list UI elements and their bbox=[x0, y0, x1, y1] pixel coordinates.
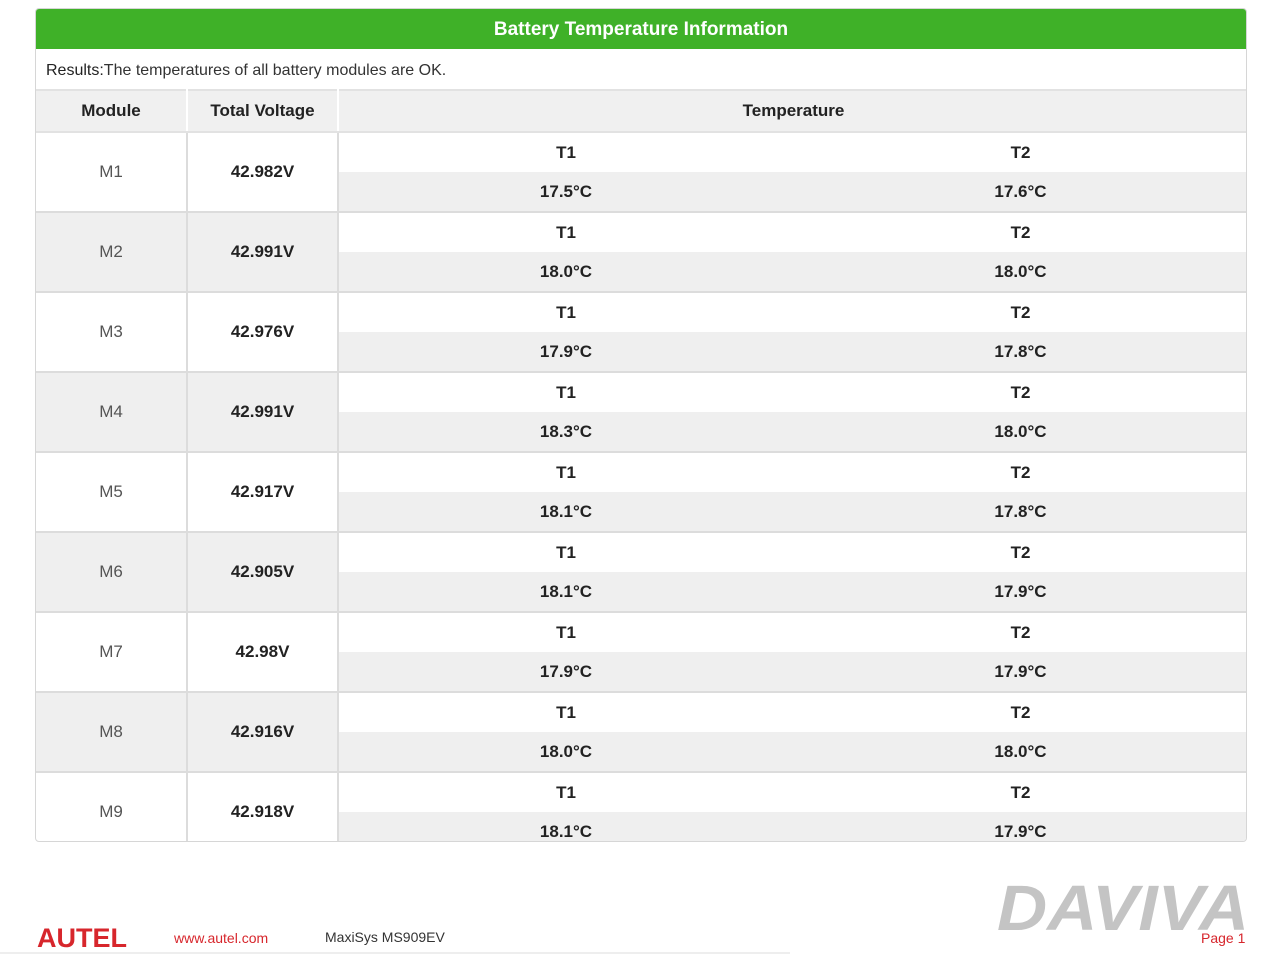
table-row: M5 42.917V T1 T2 bbox=[36, 452, 1246, 532]
table-row-values: 17.5°C 17.6°C bbox=[36, 172, 1246, 212]
table-row-values: 18.1°C 17.8°C bbox=[36, 492, 1246, 532]
daviva-watermark: DAVIVA bbox=[997, 874, 1249, 936]
table-row-values: 18.3°C 18.0°C bbox=[36, 412, 1246, 452]
t1-value: 17.5°C bbox=[338, 172, 793, 212]
report-title: Battery Temperature Information bbox=[36, 9, 1246, 49]
t2-value: 17.6°C bbox=[793, 172, 1246, 212]
t1-label: T1 bbox=[338, 212, 793, 252]
t2-value: 17.9°C bbox=[793, 652, 1246, 692]
module-cell: M5 bbox=[36, 452, 188, 532]
t1-value: 18.0°C bbox=[338, 732, 793, 772]
table-row: M9 42.918V T1 T2 bbox=[36, 772, 1246, 841]
table-row-values: 18.1°C 17.9°C bbox=[36, 812, 1246, 841]
voltage-cell: 42.905V bbox=[187, 532, 339, 612]
t2-value: 18.0°C bbox=[793, 732, 1246, 772]
autel-logo-text: AUTEL bbox=[37, 923, 127, 952]
table-row-values: 18.0°C 18.0°C bbox=[36, 732, 1246, 772]
t2-value: 18.0°C bbox=[793, 412, 1246, 452]
table-row: M7 42.98V T1 T2 bbox=[36, 612, 1246, 692]
t2-label: T2 bbox=[793, 532, 1246, 572]
t1-value: 17.9°C bbox=[338, 652, 793, 692]
t2-value: 17.9°C bbox=[793, 572, 1246, 612]
t1-value: 17.9°C bbox=[338, 332, 793, 372]
footer-model: MaxiSys MS909EV bbox=[325, 929, 445, 945]
t2-label: T2 bbox=[793, 452, 1246, 492]
t1-value: 18.0°C bbox=[338, 252, 793, 292]
results-line: Results:The temperatures of all battery … bbox=[46, 49, 446, 89]
module-cell: M6 bbox=[36, 532, 188, 612]
header-total-voltage: Total Voltage bbox=[187, 89, 339, 133]
voltage-cell: 42.917V bbox=[187, 452, 339, 532]
t2-label: T2 bbox=[793, 772, 1246, 812]
t1-label: T1 bbox=[338, 612, 793, 652]
t1-value: 18.1°C bbox=[338, 812, 793, 841]
t1-value: 18.1°C bbox=[338, 572, 793, 612]
module-cell: M3 bbox=[36, 292, 188, 372]
table-row-values: 17.9°C 17.9°C bbox=[36, 652, 1246, 692]
results-text: The temperatures of all battery modules … bbox=[103, 62, 447, 79]
t1-value: 18.3°C bbox=[338, 412, 793, 452]
table-row-values: 17.9°C 17.8°C bbox=[36, 332, 1246, 372]
table-row-values: 18.1°C 17.9°C bbox=[36, 572, 1246, 612]
table-row: M8 42.916V T1 T2 bbox=[36, 692, 1246, 772]
module-cell: M7 bbox=[36, 612, 188, 692]
table-row: M6 42.905V T1 T2 bbox=[36, 532, 1246, 612]
t2-value: 17.8°C bbox=[793, 492, 1246, 532]
table-header-row: Module Total Voltage Temperature bbox=[36, 89, 1246, 133]
table-row: M1 42.982V T1 T2 bbox=[36, 132, 1246, 212]
t2-label: T2 bbox=[793, 292, 1246, 332]
header-temperature: Temperature bbox=[338, 89, 1246, 133]
table-row: M4 42.991V T1 T2 bbox=[36, 372, 1246, 452]
header-module: Module bbox=[36, 89, 188, 133]
footer-divider bbox=[0, 952, 790, 954]
page-number: Page 1 bbox=[1201, 930, 1246, 946]
t1-label: T1 bbox=[338, 132, 793, 172]
voltage-cell: 42.918V bbox=[187, 772, 339, 841]
battery-temperature-table: Module Total Voltage Temperature M1 42.98… bbox=[36, 89, 1246, 841]
t1-label: T1 bbox=[338, 692, 793, 732]
t1-label: T1 bbox=[338, 452, 793, 492]
t2-label: T2 bbox=[793, 212, 1246, 252]
t1-label: T1 bbox=[338, 292, 793, 332]
t2-value: 18.0°C bbox=[793, 252, 1246, 292]
t2-value: 17.9°C bbox=[793, 812, 1246, 841]
t2-label: T2 bbox=[793, 372, 1246, 412]
table-row: M2 42.991V T1 T2 bbox=[36, 212, 1246, 292]
voltage-cell: 42.916V bbox=[187, 692, 339, 772]
module-cell: M4 bbox=[36, 372, 188, 452]
table-body: M1 42.982V T1 T2 17.5°C 17.6°C M2 42.991V T1 T2 18… bbox=[36, 132, 1246, 841]
module-cell: M1 bbox=[36, 132, 188, 212]
module-cell: M2 bbox=[36, 212, 188, 292]
voltage-cell: 42.98V bbox=[187, 612, 339, 692]
t2-label: T2 bbox=[793, 612, 1246, 652]
watermark-text: DAVIVA bbox=[997, 874, 1249, 936]
table-row-values: 18.0°C 18.0°C bbox=[36, 252, 1246, 292]
report-card: Battery Temperature Information Results:… bbox=[35, 8, 1247, 842]
t1-label: T1 bbox=[338, 532, 793, 572]
t1-label: T1 bbox=[338, 772, 793, 812]
module-cell: M9 bbox=[36, 772, 188, 841]
autel-logo: AUTEL bbox=[37, 923, 127, 952]
voltage-cell: 42.991V bbox=[187, 212, 339, 292]
t1-label: T1 bbox=[338, 372, 793, 412]
voltage-cell: 42.976V bbox=[187, 292, 339, 372]
footer-url-link[interactable]: www.autel.com bbox=[174, 930, 269, 946]
t2-label: T2 bbox=[793, 692, 1246, 732]
results-label: Results: bbox=[46, 62, 104, 79]
t2-label: T2 bbox=[793, 132, 1246, 172]
voltage-cell: 42.991V bbox=[187, 372, 339, 452]
module-cell: M8 bbox=[36, 692, 188, 772]
t1-value: 18.1°C bbox=[338, 492, 793, 532]
voltage-cell: 42.982V bbox=[187, 132, 339, 212]
t2-value: 17.8°C bbox=[793, 332, 1246, 372]
table-row: M3 42.976V T1 T2 bbox=[36, 292, 1246, 372]
